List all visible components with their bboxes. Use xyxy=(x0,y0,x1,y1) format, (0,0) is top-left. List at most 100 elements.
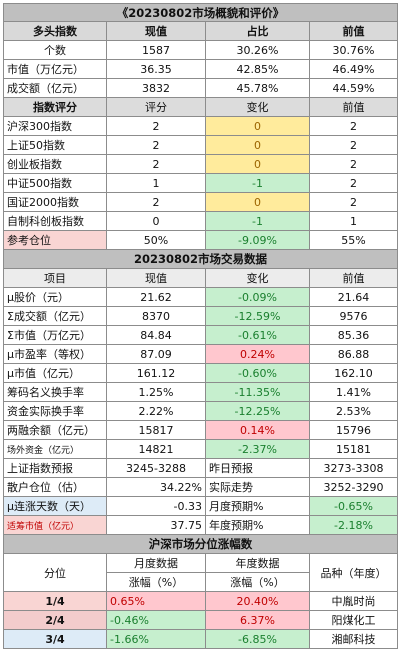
rating-row-label: 上证50指数 xyxy=(3,135,107,155)
rating-row-change: 0 xyxy=(205,135,310,155)
forecast-row: 上证指数预报 3245-3288 昨日预报 3273-3308 xyxy=(3,458,399,478)
quantile-row: 2/4 -0.46% 6.37% 阳煤化工 xyxy=(3,610,399,630)
overview-row-previous: 44.59% xyxy=(308,78,399,98)
rating-row-label: 国证2000指数 xyxy=(3,192,107,212)
trading-row-change: -12.59% xyxy=(205,306,310,326)
trading-row: μ市值（亿元） 161.12 -0.60% 162.10 xyxy=(3,363,399,383)
rating-row-change: -1 xyxy=(205,173,310,193)
trading-row-label: 场外资金（亿元） xyxy=(3,439,107,459)
trading-row-label: μ股价（元） xyxy=(3,287,107,307)
overview-row: 市值（万亿元） 36.35 42.85% 46.49% xyxy=(3,59,399,79)
rating-row-previous: 2 xyxy=(308,192,399,212)
rating-row-previous: 2 xyxy=(308,116,399,136)
trading-row: Σ市值（万亿元） 84.84 -0.61% 85.36 xyxy=(3,325,399,345)
trading-row: Σ成交额（亿元） 8370 -12.59% 9576 xyxy=(3,306,399,326)
quantile-row-label: 2/4 xyxy=(3,610,107,630)
trading-row: 筹码名义换手率 1.25% -11.35% 1.41% xyxy=(3,382,399,402)
heat-label: 适筹市值（亿元） xyxy=(3,515,107,535)
trading-row-previous: 2.53% xyxy=(308,401,399,421)
trading-row-current: 161.12 xyxy=(106,363,206,383)
trading-row: 资金实际换手率 2.22% -12.25% 2.53% xyxy=(3,401,399,421)
rating-row-label: 自制科创板指数 xyxy=(3,211,107,231)
streak-label: μ连涨天数（天） xyxy=(3,496,107,516)
trading-row-current: 15817 xyxy=(106,420,206,440)
rating-row: 国证2000指数 2 0 2 xyxy=(3,192,399,212)
quantile-row: 1/4 0.65% 20.40% 中胤时尚 xyxy=(3,591,399,611)
overview-header-label: 多头指数 xyxy=(3,21,107,41)
trading-header-label: 项目 xyxy=(3,268,107,288)
trading-row-change: -0.60% xyxy=(205,363,310,383)
rating-row-score: 1 xyxy=(106,173,206,193)
trading-row-label: μ市盈率（等权） xyxy=(3,344,107,364)
trading-row-current: 87.09 xyxy=(106,344,206,364)
overview-row-share: 45.78% xyxy=(205,78,310,98)
overview-row: 成交额（亿元） 3832 45.78% 44.59% xyxy=(3,78,399,98)
trading-row-label: 筹码名义换手率 xyxy=(3,382,107,402)
trading-row-label: Σ成交额（亿元） xyxy=(3,306,107,326)
forecast-row-label: 上证指数预报 xyxy=(3,458,107,478)
forecast-row-mid-label: 实际走势 xyxy=(205,477,310,497)
rating-row-previous: 1 xyxy=(308,211,399,231)
overview-row-current: 36.35 xyxy=(106,59,206,79)
streak-mid-label: 月度预期% xyxy=(205,496,310,516)
quantile-title-row: 沪深市场分位涨幅数 xyxy=(2,534,399,554)
reference-position-score: 50% xyxy=(106,230,206,250)
trading-header-current: 现值 xyxy=(106,268,206,288)
trading-row: 场外资金（亿元） 14821 -2.37% 15181 xyxy=(3,439,399,459)
reference-position-change: -9.09% xyxy=(205,230,310,250)
heat-previous: -2.18% xyxy=(308,515,399,535)
rating-row-previous: 2 xyxy=(308,135,399,155)
trading-title-row: 20230802市场交易数据 xyxy=(2,249,399,269)
forecast-row-previous: 3252-3290 xyxy=(308,477,399,497)
overview-title-row: 《20230802市场概貌和评价》 xyxy=(2,3,399,22)
overview-row-share: 30.26% xyxy=(205,40,310,60)
rating-row-score: 2 xyxy=(106,135,206,155)
trading-title: 20230802市场交易数据 xyxy=(2,249,399,269)
trading-header-change: 变化 xyxy=(205,268,310,288)
quantile-row-year: 20.40% xyxy=(205,591,310,611)
quantile-row-month: 0.65% xyxy=(106,591,206,611)
rating-row-change: 0 xyxy=(205,154,310,174)
rating-row-score: 2 xyxy=(106,154,206,174)
trading-row-label: Σ市值（万亿元） xyxy=(3,325,107,345)
quantile-header-year-bottom: 涨幅（%） xyxy=(205,572,310,592)
report-table: 《20230802市场概貌和评价》 多头指数 现值 占比 前值 个数 1587 … xyxy=(2,3,399,649)
quantile-row-stock: 中胤时尚 xyxy=(308,591,399,611)
overview-row-previous: 30.76% xyxy=(308,40,399,60)
overview-header-share: 占比 xyxy=(205,21,310,41)
reference-position-previous: 55% xyxy=(308,230,399,250)
quantile-header-month-bottom: 涨幅（%） xyxy=(106,572,206,592)
rating-row: 上证50指数 2 0 2 xyxy=(3,135,399,155)
rating-header-score: 评分 xyxy=(106,97,206,117)
overview-row: 个数 1587 30.26% 30.76% xyxy=(3,40,399,60)
trading-row-current: 8370 xyxy=(106,306,206,326)
trading-row-change: -0.61% xyxy=(205,325,310,345)
market-report-sheet: 《20230802市场概貌和评价》 多头指数 现值 占比 前值 个数 1587 … xyxy=(2,3,399,649)
trading-header-previous: 前值 xyxy=(308,268,399,288)
rating-header-label: 指数评分 xyxy=(3,97,107,117)
rating-row-previous: 2 xyxy=(308,154,399,174)
trading-row: μ股价（元） 21.62 -0.09% 21.64 xyxy=(3,287,399,307)
quantile-row-month: -1.66% xyxy=(106,629,206,649)
overview-row-label: 成交额（亿元） xyxy=(3,78,107,98)
trading-row-previous: 1.41% xyxy=(308,382,399,402)
quantile-row-year: 6.37% xyxy=(205,610,310,630)
reference-position-label: 参考仓位 xyxy=(3,230,107,250)
forecast-row-mid-label: 昨日预报 xyxy=(205,458,310,478)
overview-row-share: 42.85% xyxy=(205,59,310,79)
trading-row-change: 0.24% xyxy=(205,344,310,364)
trading-row-previous: 85.36 xyxy=(308,325,399,345)
overview-row-current: 3832 xyxy=(106,78,206,98)
forecast-row-previous: 3273-3308 xyxy=(308,458,399,478)
trading-header-row: 项目 现值 变化 前值 xyxy=(3,268,399,288)
rating-row-score: 2 xyxy=(106,192,206,212)
overview-row-label: 市值（万亿元） xyxy=(3,59,107,79)
quantile-header-month-top: 月度数据 xyxy=(106,553,206,573)
trading-row-previous: 9576 xyxy=(308,306,399,326)
trading-row: 两融余额（亿元） 15817 0.14% 15796 xyxy=(3,420,399,440)
trading-row-current: 1.25% xyxy=(106,382,206,402)
trading-row-change: -0.09% xyxy=(205,287,310,307)
rating-row: 中证500指数 1 -1 2 xyxy=(3,173,399,193)
quantile-row-label: 1/4 xyxy=(3,591,107,611)
trading-row: μ市盈率（等权） 87.09 0.24% 86.88 xyxy=(3,344,399,364)
